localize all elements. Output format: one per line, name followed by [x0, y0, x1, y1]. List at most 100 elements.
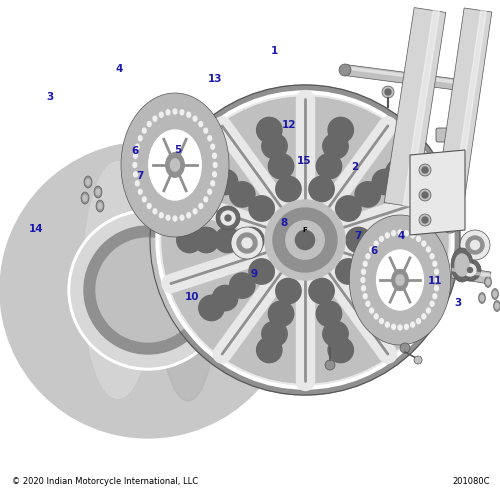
Circle shape — [346, 228, 372, 252]
Ellipse shape — [173, 109, 177, 114]
Circle shape — [328, 338, 353, 362]
Ellipse shape — [433, 262, 437, 266]
Circle shape — [249, 196, 274, 221]
Circle shape — [422, 156, 428, 160]
Text: 5: 5 — [174, 145, 181, 155]
Circle shape — [268, 154, 293, 179]
Circle shape — [68, 210, 228, 370]
Circle shape — [262, 321, 287, 346]
Circle shape — [419, 164, 431, 176]
Circle shape — [410, 140, 420, 150]
Ellipse shape — [138, 136, 142, 141]
Circle shape — [194, 228, 219, 252]
Ellipse shape — [204, 128, 208, 133]
Circle shape — [339, 64, 351, 76]
Circle shape — [162, 97, 448, 383]
Ellipse shape — [96, 200, 104, 212]
Ellipse shape — [392, 230, 396, 235]
Ellipse shape — [187, 213, 190, 218]
Ellipse shape — [392, 324, 396, 330]
Text: 1: 1 — [270, 46, 278, 56]
Text: 3: 3 — [46, 92, 54, 102]
Ellipse shape — [350, 215, 450, 345]
Text: 2: 2 — [352, 162, 358, 172]
Ellipse shape — [142, 128, 146, 133]
Circle shape — [286, 221, 324, 259]
Ellipse shape — [211, 144, 214, 149]
Circle shape — [323, 321, 348, 346]
Circle shape — [150, 85, 460, 395]
Circle shape — [242, 238, 252, 248]
Ellipse shape — [430, 301, 434, 306]
Text: 13: 13 — [208, 74, 222, 84]
Ellipse shape — [96, 189, 100, 195]
Circle shape — [336, 259, 361, 284]
Circle shape — [466, 236, 484, 254]
Circle shape — [391, 228, 416, 252]
Text: © 2020 Indian Motorcycle International, LLC: © 2020 Indian Motorcycle International, … — [12, 478, 198, 486]
Ellipse shape — [396, 275, 404, 285]
Ellipse shape — [398, 230, 402, 235]
Ellipse shape — [433, 294, 437, 298]
Ellipse shape — [435, 278, 439, 282]
Circle shape — [0, 142, 296, 438]
Ellipse shape — [121, 93, 229, 237]
Circle shape — [230, 182, 255, 207]
Ellipse shape — [478, 292, 486, 304]
Circle shape — [276, 278, 301, 303]
Text: 12: 12 — [282, 120, 296, 130]
Circle shape — [71, 213, 225, 367]
Polygon shape — [384, 8, 446, 207]
Circle shape — [84, 226, 212, 354]
Circle shape — [459, 259, 481, 281]
Ellipse shape — [94, 186, 102, 198]
Ellipse shape — [180, 215, 184, 220]
Circle shape — [422, 167, 428, 173]
Ellipse shape — [98, 203, 102, 209]
Circle shape — [212, 170, 238, 194]
Circle shape — [468, 268, 472, 272]
Ellipse shape — [370, 247, 374, 252]
Ellipse shape — [374, 314, 378, 319]
Circle shape — [414, 356, 422, 364]
Ellipse shape — [149, 130, 201, 200]
Text: 9: 9 — [250, 269, 258, 279]
Ellipse shape — [493, 291, 497, 296]
Ellipse shape — [404, 230, 408, 235]
Ellipse shape — [160, 112, 163, 117]
Circle shape — [372, 170, 398, 194]
Circle shape — [156, 91, 454, 389]
Polygon shape — [451, 266, 491, 284]
Ellipse shape — [386, 233, 390, 238]
Circle shape — [96, 238, 200, 342]
Circle shape — [355, 182, 380, 207]
Ellipse shape — [212, 172, 216, 177]
Ellipse shape — [484, 276, 492, 287]
Circle shape — [238, 228, 264, 252]
Text: 8: 8 — [280, 218, 287, 228]
Circle shape — [446, 221, 454, 229]
Ellipse shape — [148, 204, 151, 208]
Circle shape — [212, 286, 238, 310]
Polygon shape — [344, 64, 461, 90]
Circle shape — [408, 228, 434, 252]
Circle shape — [268, 301, 293, 326]
Circle shape — [400, 343, 410, 353]
Ellipse shape — [158, 179, 218, 401]
Circle shape — [412, 142, 418, 148]
Ellipse shape — [160, 213, 163, 218]
Circle shape — [328, 118, 353, 142]
Ellipse shape — [398, 325, 402, 330]
Ellipse shape — [83, 162, 153, 398]
Polygon shape — [434, 8, 492, 217]
Circle shape — [230, 273, 255, 298]
Ellipse shape — [193, 209, 197, 214]
Circle shape — [316, 301, 342, 326]
Circle shape — [422, 192, 428, 198]
Ellipse shape — [187, 112, 190, 117]
Circle shape — [464, 264, 476, 276]
Ellipse shape — [211, 181, 214, 186]
Ellipse shape — [363, 262, 367, 266]
Ellipse shape — [495, 303, 499, 308]
Ellipse shape — [134, 172, 138, 177]
